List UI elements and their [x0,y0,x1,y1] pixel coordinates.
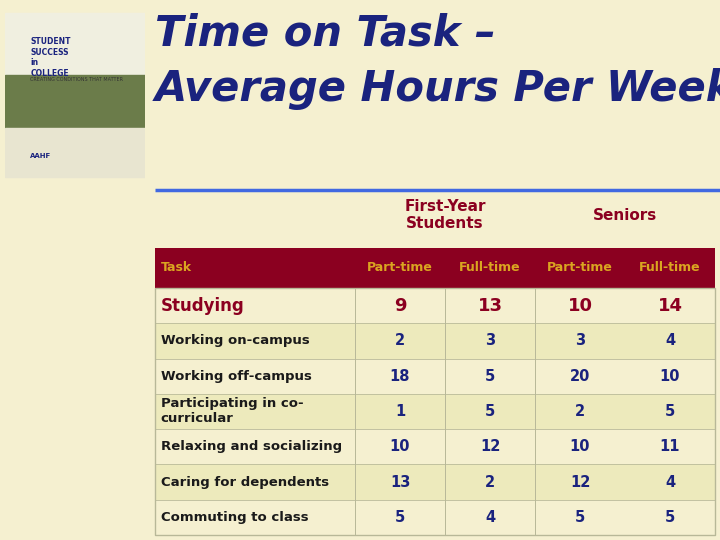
Text: Part-time: Part-time [367,261,433,274]
Text: Full-time: Full-time [459,261,521,274]
Text: 9: 9 [394,296,406,315]
Text: 12: 12 [570,475,590,490]
Text: 10: 10 [660,369,680,384]
Text: 4: 4 [665,333,675,348]
Text: Relaxing and socializing: Relaxing and socializing [161,440,342,453]
Text: 3: 3 [485,333,495,348]
Text: Average Hours Per Week: Average Hours Per Week [155,68,720,110]
Text: 10: 10 [570,439,590,454]
Text: 13: 13 [477,296,503,315]
Text: Working on-campus: Working on-campus [161,334,310,347]
Text: 12: 12 [480,439,500,454]
Text: 11: 11 [660,439,680,454]
Text: Commuting to class: Commuting to class [161,511,308,524]
Text: 2: 2 [395,333,405,348]
Text: 20: 20 [570,369,590,384]
Bar [5,128,145,177]
Bar [5,13,145,76]
Text: Task: Task [161,261,192,274]
Text: Working off-campus: Working off-campus [161,370,312,383]
Text: 4: 4 [485,510,495,525]
Text: 10: 10 [567,296,593,315]
Text: 2: 2 [575,404,585,419]
Bar [5,76,145,128]
Text: Seniors: Seniors [593,207,657,222]
Text: 18: 18 [390,369,410,384]
Text: 2: 2 [485,475,495,490]
Text: STUDENT
SUCCESS
in
COLLEGE: STUDENT SUCCESS in COLLEGE [30,37,71,78]
Text: Participating in co-
curricular: Participating in co- curricular [161,397,303,426]
Text: Caring for dependents: Caring for dependents [161,476,329,489]
Text: Studying: Studying [161,296,245,315]
Text: 13: 13 [390,475,410,490]
Text: 4: 4 [665,475,675,490]
Text: 10: 10 [390,439,410,454]
Text: 14: 14 [657,296,683,315]
Text: 5: 5 [665,404,675,419]
Text: Full-time: Full-time [639,261,701,274]
Text: 3: 3 [575,333,585,348]
Text: 5: 5 [485,369,495,384]
Text: Time on Task –: Time on Task – [155,12,496,54]
Text: Part-time: Part-time [547,261,613,274]
Text: 5: 5 [485,404,495,419]
Text: AAHF: AAHF [30,153,51,159]
Text: 5: 5 [575,510,585,525]
Text: 1: 1 [395,404,405,419]
Text: 5: 5 [665,510,675,525]
Text: CREATING CONDITIONS THAT MATTER: CREATING CONDITIONS THAT MATTER [30,77,123,82]
Text: First-Year
Students: First-Year Students [404,199,486,231]
Text: 5: 5 [395,510,405,525]
